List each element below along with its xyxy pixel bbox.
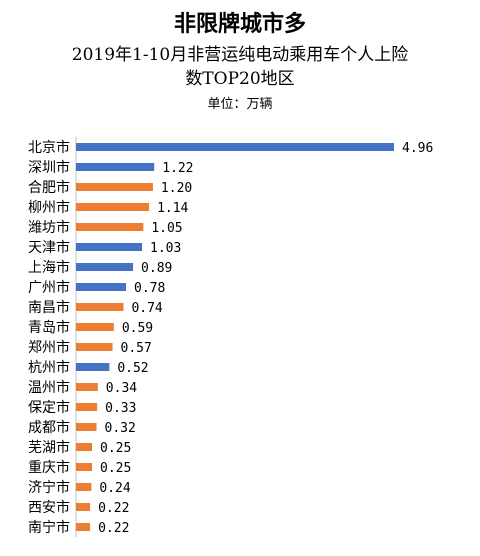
bar [76,223,144,231]
category-label: 西安市 [28,499,70,516]
data-label: 0.59 [122,321,153,336]
category-label: 成都市 [28,419,70,436]
category-label: 广州市 [28,279,70,296]
data-label: 1.22 [162,161,193,176]
data-label: 0.22 [98,501,129,516]
category-label: 芜湖市 [28,439,70,456]
data-label: 0.57 [121,341,152,356]
data-label: 0.33 [105,401,136,416]
category-label: 南昌市 [28,299,70,316]
data-label: 1.05 [151,221,182,236]
bar [76,383,98,391]
category-label: 北京市 [28,139,70,156]
bar [76,463,93,471]
bar [76,503,91,511]
data-label: 0.52 [117,361,148,376]
category-label: 重庆市 [28,459,70,476]
bar [76,303,124,311]
data-label: 0.32 [105,421,136,436]
bar [76,163,155,171]
category-label: 上海市 [28,259,70,276]
bar [76,343,113,351]
data-label: 0.22 [98,521,129,536]
category-label: 青岛市 [28,319,70,336]
data-label: 1.20 [161,181,192,196]
bar [76,183,153,191]
bar [76,243,143,251]
bar [76,283,127,291]
category-label: 杭州市 [28,359,70,376]
bar [76,263,134,271]
category-label: 济宁市 [28,479,70,496]
category-label: 保定市 [28,399,70,416]
data-label: 0.78 [134,281,165,296]
bar [76,323,114,331]
data-label: 0.25 [100,461,131,476]
bar [76,203,150,211]
data-label: 0.24 [99,481,130,496]
data-label: 4.96 [402,141,433,156]
bar [76,523,91,531]
category-label: 温州市 [28,379,70,396]
bar [76,483,92,491]
chart-subtitle-line2: 数TOP20地区 [185,69,295,89]
category-label: 郑州市 [28,339,70,356]
bar [76,363,110,371]
category-label: 南宁市 [28,519,70,536]
data-label: 1.14 [157,201,188,216]
bar [76,423,97,431]
category-label: 深圳市 [28,159,70,176]
chart-subtitle-line1: 2019年1-10月非营运纯电动乘用车个人上险 [71,45,409,65]
data-label: 0.89 [141,261,172,276]
data-label: 0.34 [106,381,137,396]
category-label: 柳州市 [28,199,70,216]
data-label: 0.74 [131,301,162,316]
category-label: 天津市 [28,239,70,256]
chart-title: 非限牌城市多 [173,12,306,37]
bar [76,443,93,451]
category-label: 合肥市 [28,179,70,196]
data-label: 0.25 [100,441,131,456]
data-label: 1.03 [150,241,181,256]
bar [76,143,394,151]
unit-label: 单位：万辆 [207,97,273,112]
bar [76,403,98,411]
category-label: 潍坊市 [28,219,70,236]
